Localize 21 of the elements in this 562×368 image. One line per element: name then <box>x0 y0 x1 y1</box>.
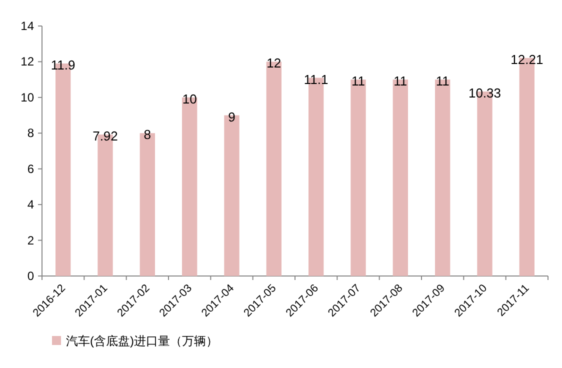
data-label: 8 <box>144 127 152 142</box>
legend-label: 汽车(含底盘)进口量（万辆） <box>66 334 218 348</box>
data-label: 11 <box>436 74 450 89</box>
y-tick-label: 2 <box>27 233 34 248</box>
y-tick-label: 8 <box>27 126 34 140</box>
y-tick-label: 6 <box>27 162 34 176</box>
data-label: 11 <box>352 74 365 89</box>
data-label: 11.9 <box>50 58 76 72</box>
data-label: 11.1 <box>304 72 328 87</box>
data-label: 7.92 <box>92 128 118 144</box>
data-label: 10.33 <box>468 86 502 101</box>
data-label: 10 <box>182 91 197 106</box>
y-tick-label: 10 <box>20 90 34 104</box>
y-tick-label: 14 <box>20 19 34 33</box>
data-label: 12.21 <box>510 52 544 67</box>
data-label: 9 <box>228 109 236 124</box>
y-tick-label: 4 <box>27 198 34 212</box>
y-tick-label: 0 <box>27 269 34 283</box>
y-tick-label: 12 <box>20 54 34 69</box>
data-label: 12 <box>266 56 282 71</box>
data-label: 11 <box>394 74 408 89</box>
